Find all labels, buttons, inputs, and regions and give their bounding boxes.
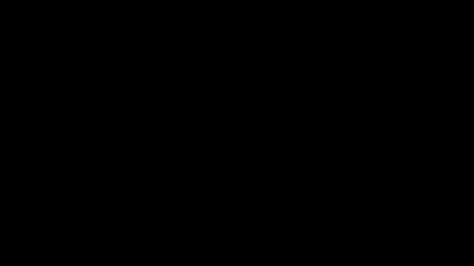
Text: $F(x) = \int_a^x f(t)\, dt$: $F(x) = \int_a^x f(t)\, dt$ bbox=[171, 90, 303, 126]
Text: is continuous on [a,b] and differentiable: is continuous on [a,b] and differentiabl… bbox=[76, 142, 313, 155]
Text: F is a function defined on the closed: F is a function defined on the closed bbox=[90, 47, 304, 60]
Text: on the open interval (a,b) and: on the open interval (a,b) and bbox=[76, 158, 254, 171]
Text: Part 1: Part 1 bbox=[211, 28, 263, 43]
Text: for all x in (a,b): for all x in (a,b) bbox=[183, 230, 291, 244]
Text: If f is a function continuous on [a,b] then F: If f is a function continuous on [a,b] t… bbox=[76, 126, 327, 139]
Text: $F'(x) = f(x)$: $F'(x) = f(x)$ bbox=[190, 186, 284, 207]
Text: interval [a,b]: interval [a,b] bbox=[90, 63, 167, 76]
Text: Fundamental Theorem of Calculus: Fundamental Theorem of Calculus bbox=[91, 9, 383, 24]
